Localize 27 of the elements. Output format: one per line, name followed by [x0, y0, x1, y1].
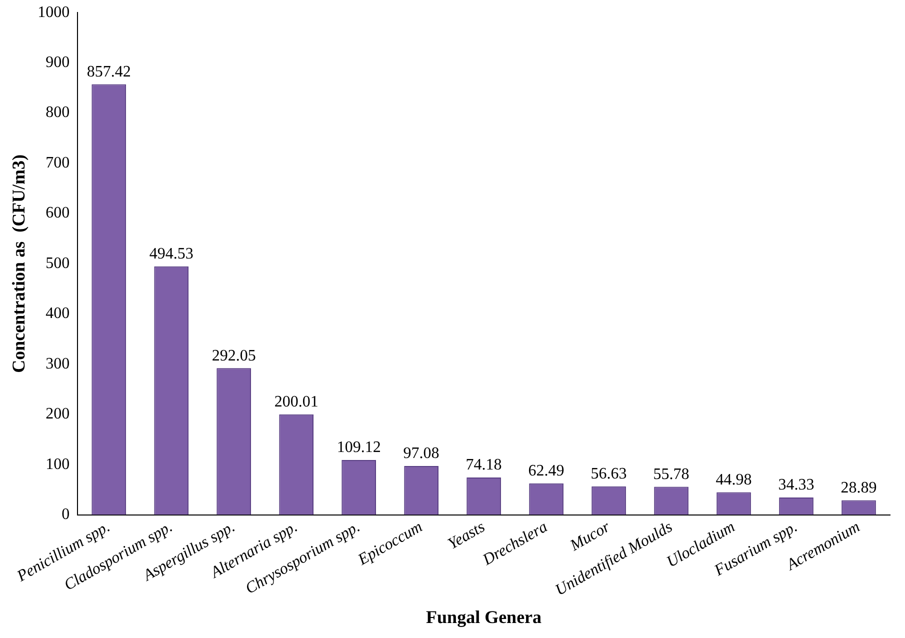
x-axis-title: Fungal Genera: [426, 606, 542, 627]
y-tick-label: 900: [46, 54, 70, 72]
data-label: 34.33: [778, 476, 814, 494]
y-tick-label: 100: [46, 456, 70, 473]
y-tick-label: 1000: [38, 4, 70, 21]
y-tick-label: 800: [46, 104, 70, 122]
data-label: 28.89: [840, 479, 877, 496]
data-label: 56.63: [590, 466, 627, 483]
x-tick-label: Yeasts: [445, 518, 488, 553]
y-tick-label: 300: [46, 355, 70, 372]
y-axis-title: Concentration as (CFU/m3): [8, 154, 28, 373]
y-tick-label: 600: [46, 204, 70, 222]
data-label: 62.49: [528, 462, 564, 480]
data-label: 97.08: [403, 445, 440, 462]
data-label: 494.53: [149, 246, 194, 263]
data-label: 55.78: [653, 466, 690, 483]
data-label: 857.42: [86, 63, 131, 80]
y-tick-label: 700: [46, 154, 70, 172]
data-label: 109.12: [336, 439, 381, 456]
data-label: 74.18: [466, 456, 502, 474]
y-tick-label: 200: [46, 406, 70, 423]
data-label: 44.98: [716, 471, 752, 488]
y-tick-label: 400: [46, 305, 70, 322]
y-tick-label: 0: [62, 506, 70, 523]
y-tick-label: 500: [46, 254, 70, 272]
data-label: 200.01: [274, 394, 318, 411]
data-label: 292.05: [212, 347, 256, 364]
